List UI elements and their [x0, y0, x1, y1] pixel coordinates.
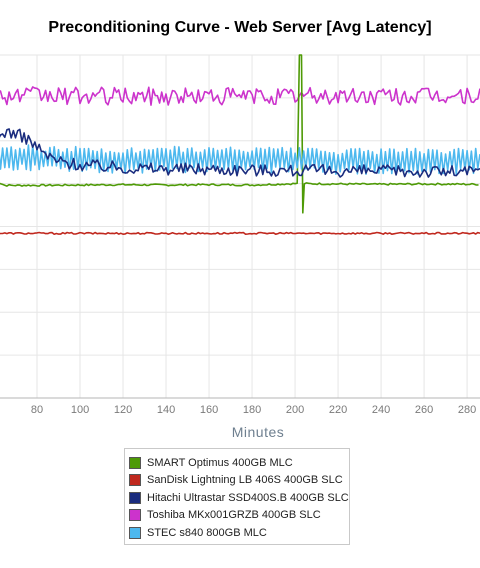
legend-label: SanDisk Lightning LB 406S 400GB SLC — [147, 474, 343, 487]
x-tick-label: 180 — [243, 404, 261, 416]
legend-swatch — [129, 474, 141, 487]
legend-swatch — [129, 526, 141, 539]
legend-swatch — [129, 509, 141, 522]
x-tick-label: 80 — [31, 404, 43, 416]
legend-swatch — [129, 491, 141, 504]
series-line-3 — [0, 128, 480, 178]
series-line-5 — [0, 144, 480, 175]
legend-item: Hitachi Ultrastar SSD400S.B 400GB SLC — [129, 489, 349, 507]
chart-title: Preconditioning Curve - Web Server [Avg … — [48, 19, 432, 36]
legend-item: SMART Optimus 400GB MLC — [129, 454, 349, 472]
legend: SMART Optimus 400GB MLC SanDisk Lightning… — [124, 448, 350, 545]
x-tick-label: 240 — [372, 404, 390, 416]
legend-label: SMART Optimus 400GB MLC — [147, 456, 293, 469]
legend-swatch — [129, 456, 141, 469]
x-axis-title: Minutes — [232, 424, 285, 440]
x-tick-label: 220 — [329, 404, 347, 416]
legend-label: Hitachi Ultrastar SSD400S.B 400GB SLC — [147, 491, 349, 504]
x-tick-label: 260 — [415, 404, 433, 416]
legend-item: Toshiba MKx001GRZB 400GB SLC — [129, 507, 349, 525]
legend-item: STEC s840 800GB MLC — [129, 524, 349, 542]
x-tick-label: 280 — [458, 404, 476, 416]
x-tick-label: 200 — [286, 404, 304, 416]
legend-item: SanDisk Lightning LB 406S 400GB SLC — [129, 472, 349, 490]
x-tick-label: 160 — [200, 404, 218, 416]
x-tick-label: 100 — [71, 404, 89, 416]
x-tick-label: 140 — [157, 404, 175, 416]
grid — [0, 54, 480, 399]
x-tick-label: 120 — [114, 404, 132, 416]
series-line-4 — [0, 86, 480, 106]
x-axis: 6080100120140160180200220240260280 — [0, 397, 480, 416]
series-line-1 — [0, 54, 479, 214]
legend-label: Toshiba MKx001GRZB 400GB SLC — [147, 509, 321, 522]
legend-label: STEC s840 800GB MLC — [147, 526, 267, 539]
series-line-2 — [0, 231, 480, 235]
series-lines — [0, 54, 480, 235]
